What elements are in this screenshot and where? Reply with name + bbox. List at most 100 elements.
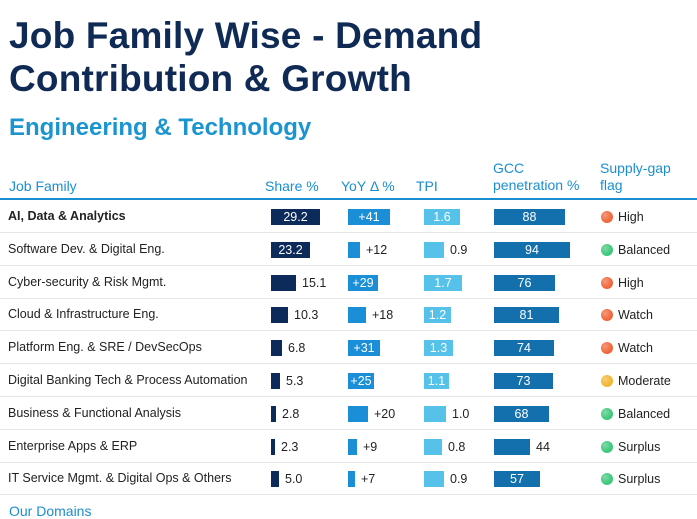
yoy-value: +7 xyxy=(361,472,376,487)
gcc-value: 81 xyxy=(519,308,534,323)
tpi-value: 0.9 xyxy=(450,242,468,257)
gcc-bar xyxy=(494,471,540,488)
page-title: Job Family Wise - Demand Contribution & … xyxy=(9,14,482,100)
share-value: 29.2 xyxy=(283,210,308,224)
table-row: Cloud & Infrastructure Eng. 10.3 +18 1.2 81 W… xyxy=(0,298,697,332)
job-family-name: Business & Functional Analysis xyxy=(8,405,182,420)
supply-gap-flag: Balanced xyxy=(618,406,671,421)
page-title-line1: Job Family Wise - Demand xyxy=(9,15,483,56)
tpi-value: 0.8 xyxy=(448,439,466,454)
table-row: IT Service Mgmt. & Digital Ops & Others 5… xyxy=(0,462,697,496)
share-value: 5.0 xyxy=(285,472,303,487)
supply-gap-flag: Surplus xyxy=(618,472,661,487)
header-flag-line1: Supply-gap xyxy=(600,160,671,176)
header-gcc-line2: penetration % xyxy=(493,177,580,193)
tpi-value: 1.2 xyxy=(428,308,447,323)
header-supply-gap: Supply-gap flag xyxy=(600,160,671,194)
tpi-bar xyxy=(424,340,453,357)
tpi-bar xyxy=(424,209,460,225)
yoy-bar xyxy=(348,471,355,488)
gcc-value: 44 xyxy=(536,439,550,454)
tpi-value: 1.7 xyxy=(434,275,452,290)
status-dot-icon xyxy=(601,211,613,223)
supply-gap-flag: High xyxy=(618,210,644,224)
share-value: 5.3 xyxy=(286,374,304,388)
yoy-value: +20 xyxy=(374,406,396,421)
next-section-heading: Our Domains xyxy=(9,503,92,519)
gcc-value: 57 xyxy=(510,472,524,487)
job-family-name: AI, Data & Analytics xyxy=(8,209,126,223)
yoy-bar xyxy=(348,373,374,389)
status-dot-icon xyxy=(601,309,613,322)
gcc-bar xyxy=(494,307,559,324)
yoy-bar xyxy=(348,241,360,258)
job-family-name: Enterprise Apps & ERP xyxy=(8,438,138,453)
tpi-value: 0.9 xyxy=(450,472,468,487)
supply-gap-flag: Watch xyxy=(618,308,653,323)
yoy-value: +18 xyxy=(372,308,394,323)
yoy-value: +29 xyxy=(352,275,374,290)
share-bar xyxy=(271,471,279,488)
yoy-bar xyxy=(348,209,390,225)
gcc-value: 88 xyxy=(522,210,537,224)
share-bar xyxy=(271,241,310,258)
yoy-bar xyxy=(348,405,368,422)
gcc-value: 74 xyxy=(517,341,531,356)
status-dot-icon xyxy=(601,407,613,420)
status-dot-icon xyxy=(601,243,613,256)
tpi-bar xyxy=(424,405,446,422)
tpi-bar xyxy=(424,471,444,488)
share-bar xyxy=(271,373,280,389)
share-bar xyxy=(271,340,282,357)
table-row: Platform Eng. & SRE / DevSecOps 6.8 +31 1.3… xyxy=(0,331,697,365)
job-family-name: Digital Banking Tech & Process Automatio… xyxy=(8,373,248,387)
yoy-value: +31 xyxy=(353,341,375,356)
gcc-bar xyxy=(494,209,565,225)
header-job-family: Job Family xyxy=(9,178,77,194)
tpi-bar xyxy=(424,373,449,389)
share-bar xyxy=(271,274,296,291)
status-dot-icon xyxy=(601,342,613,355)
header-yoy: YoY Δ % xyxy=(341,178,395,194)
header-tpi: TPI xyxy=(416,178,438,194)
job-family-name: Cyber-security & Risk Mgmt. xyxy=(8,274,167,289)
yoy-bar xyxy=(348,307,366,324)
gcc-value: 68 xyxy=(514,406,529,421)
table-row: Cyber-security & Risk Mgmt. 15.1 +29 1.7 76 H… xyxy=(0,266,697,299)
header-divider xyxy=(0,198,697,200)
section-subtitle: Engineering & Technology xyxy=(9,114,312,141)
header-flag-line2: flag xyxy=(600,177,623,193)
job-family-name: IT Service Mgmt. & Digital Ops & Others xyxy=(8,471,232,486)
share-value: 23.2 xyxy=(278,242,303,257)
share-value: 15.1 xyxy=(302,275,327,290)
gcc-bar xyxy=(494,274,555,291)
yoy-value: +12 xyxy=(366,242,388,257)
gcc-bar xyxy=(494,373,553,389)
tpi-bar xyxy=(424,438,442,455)
status-dot-icon xyxy=(601,375,613,387)
gcc-bar xyxy=(494,438,530,455)
supply-gap-flag: Watch xyxy=(618,341,653,356)
supply-gap-flag: Balanced xyxy=(618,242,671,257)
tpi-bar xyxy=(424,274,462,291)
supply-gap-flag: High xyxy=(618,275,644,290)
yoy-bar xyxy=(348,438,357,455)
gcc-value: 94 xyxy=(525,242,539,257)
page-title-line2: Contribution & Growth xyxy=(9,58,412,99)
status-dot-icon xyxy=(601,440,613,453)
table-row: Enterprise Apps & ERP 2.3 +9 0.8 44 Surplus xyxy=(0,430,697,463)
table-row: Software Dev. & Digital Eng. 23.2 +12 0.9 94… xyxy=(0,233,697,266)
share-bar xyxy=(271,405,276,422)
yoy-value: +9 xyxy=(363,439,378,454)
yoy-bar xyxy=(348,274,378,291)
share-value: 2.8 xyxy=(282,406,300,421)
header-share: Share % xyxy=(265,178,319,194)
gcc-bar xyxy=(494,340,554,357)
header-gcc-line1: GCC xyxy=(493,160,525,176)
gcc-bar xyxy=(494,241,570,258)
table-row: AI, Data & Analytics 29.2 +41 1.6 88 High xyxy=(0,200,697,233)
status-dot-icon xyxy=(601,276,613,289)
yoy-bar xyxy=(348,340,380,357)
tpi-value: 1.6 xyxy=(433,210,451,224)
job-family-name: Cloud & Infrastructure Eng. xyxy=(8,307,159,322)
